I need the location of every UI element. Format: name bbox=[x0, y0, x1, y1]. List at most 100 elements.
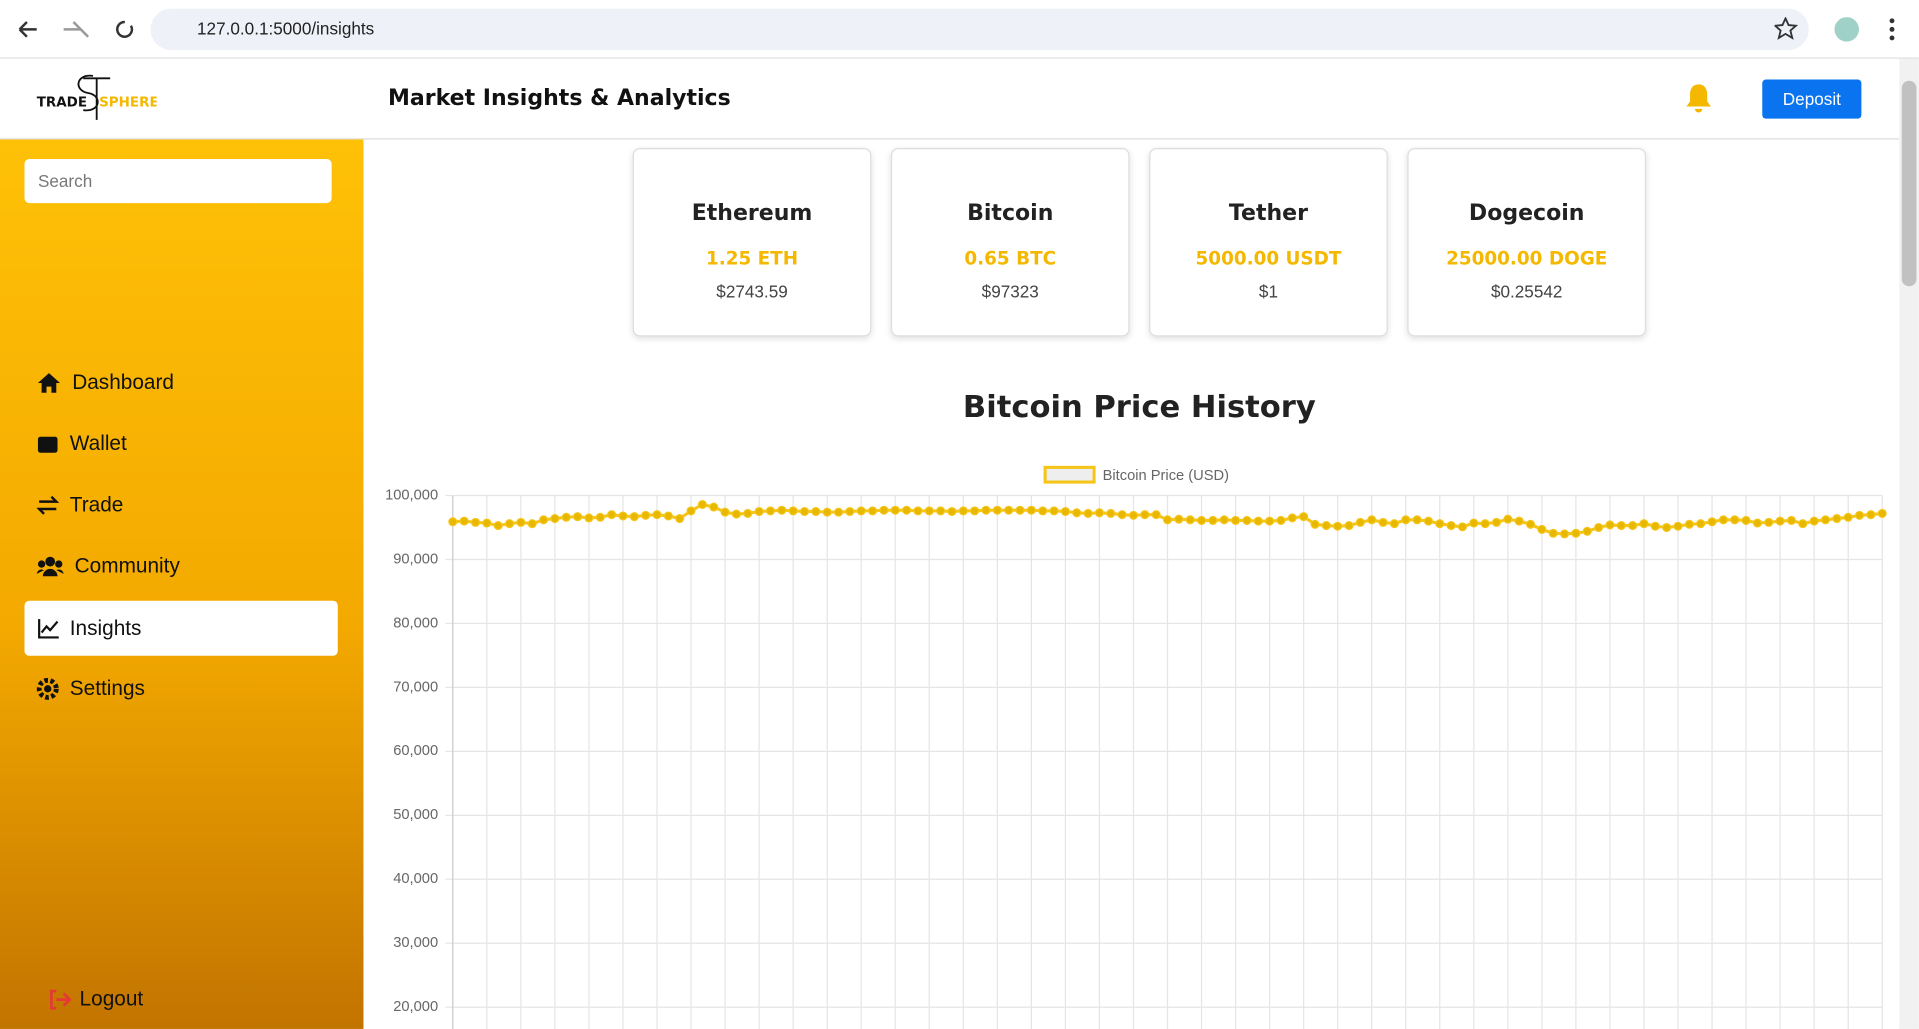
data-point bbox=[1038, 506, 1048, 516]
data-point bbox=[1696, 519, 1706, 529]
nav-item[interactable]: Trade bbox=[24, 477, 337, 532]
data-point bbox=[1730, 515, 1740, 525]
data-point bbox=[1718, 515, 1728, 525]
data-point bbox=[1650, 521, 1660, 531]
data-point bbox=[765, 506, 775, 516]
nav-item[interactable]: Dashboard bbox=[24, 355, 337, 410]
data-point bbox=[1537, 524, 1547, 534]
data-point bbox=[731, 509, 741, 519]
asset-name: Dogecoin bbox=[1468, 200, 1585, 227]
app-header: TRADE SPHERE bbox=[0, 58, 1900, 140]
asset-amount: 0.65 BTC bbox=[964, 247, 1057, 270]
nav-label: Insights bbox=[69, 616, 142, 640]
data-point bbox=[1401, 515, 1411, 525]
data-point bbox=[1514, 516, 1524, 526]
data-point bbox=[516, 517, 526, 527]
data-point bbox=[686, 506, 696, 516]
data-point bbox=[890, 505, 900, 515]
data-point bbox=[1594, 522, 1604, 533]
y-tick-label: 90,000 bbox=[393, 551, 438, 567]
data-point bbox=[1389, 519, 1399, 529]
data-point bbox=[675, 514, 685, 524]
logout-label: Logout bbox=[79, 987, 144, 1011]
address-bar[interactable] bbox=[150, 8, 1809, 51]
data-point bbox=[1662, 522, 1672, 533]
data-point bbox=[1231, 515, 1241, 525]
data-point bbox=[1049, 506, 1059, 516]
data-point bbox=[1809, 516, 1819, 526]
data-point bbox=[1605, 520, 1615, 530]
asset-price: $0.25542 bbox=[1490, 281, 1563, 301]
data-point bbox=[970, 506, 980, 516]
data-point bbox=[1015, 505, 1025, 515]
nav-item[interactable]: Wallet bbox=[24, 416, 337, 471]
data-point bbox=[992, 505, 1002, 515]
data-point bbox=[1310, 519, 1320, 529]
price-chart: Bitcoin Price History 20,000 30,000 40,000… bbox=[385, 390, 1887, 1029]
data-point bbox=[1775, 516, 1785, 526]
page-title: Market Insights & Analytics bbox=[387, 85, 731, 112]
data-point bbox=[448, 517, 458, 527]
asset-amount: 5000.00 USDT bbox=[1195, 247, 1342, 270]
data-point bbox=[1548, 528, 1558, 538]
data-point bbox=[1684, 519, 1694, 529]
data-point bbox=[743, 508, 753, 518]
data-point bbox=[652, 510, 662, 520]
nav-item-active[interactable]: Insights bbox=[24, 600, 338, 656]
data-point bbox=[1106, 508, 1116, 518]
data-point bbox=[1741, 515, 1751, 525]
data-point bbox=[1344, 521, 1354, 531]
data-point bbox=[1525, 519, 1536, 529]
data-point bbox=[1378, 517, 1388, 527]
data-point bbox=[1707, 517, 1717, 527]
data-point bbox=[1616, 521, 1626, 531]
y-tick-label: 80,000 bbox=[393, 615, 438, 631]
search-input[interactable]: Search bbox=[24, 159, 332, 204]
y-tick-label: 20,000 bbox=[393, 999, 438, 1015]
data-point bbox=[1560, 529, 1570, 539]
data-point bbox=[527, 519, 537, 529]
nav-item[interactable]: Settings bbox=[24, 661, 337, 716]
bell-icon[interactable] bbox=[1684, 82, 1713, 116]
data-point bbox=[1764, 517, 1774, 527]
data-point bbox=[539, 515, 549, 525]
data-point bbox=[493, 521, 503, 531]
data-point bbox=[573, 512, 583, 522]
y-tick-label: 60,000 bbox=[393, 743, 438, 759]
data-point bbox=[947, 506, 957, 517]
logo[interactable]: TRADE SPHERE bbox=[34, 71, 157, 126]
browser-bar: 127.0.0.1:5000/insights bbox=[0, 0, 1919, 59]
asset-card: Tether 5000.00 USDT $1 bbox=[1149, 148, 1388, 337]
data-point bbox=[1219, 515, 1229, 525]
logo-text: TRADE bbox=[37, 95, 87, 110]
y-tick-label: 30,000 bbox=[393, 935, 438, 951]
data-point bbox=[1128, 510, 1138, 520]
nav-item[interactable]: Community bbox=[24, 538, 337, 593]
data-point bbox=[1208, 515, 1218, 525]
nav-buttons[interactable] bbox=[17, 18, 139, 40]
data-point bbox=[1321, 521, 1331, 531]
y-tick-label: 100,000 bbox=[385, 487, 438, 503]
nav-label: Wallet bbox=[69, 431, 127, 456]
chart-title: Bitcoin Price History bbox=[963, 390, 1316, 425]
data-point bbox=[777, 505, 787, 515]
deposit-button[interactable]: Deposit bbox=[1762, 79, 1862, 119]
logo-text: SPHERE bbox=[99, 95, 157, 110]
asset-price: $2743.59 bbox=[716, 281, 788, 301]
data-point bbox=[1253, 516, 1263, 526]
data-point bbox=[811, 506, 821, 517]
data-point bbox=[868, 506, 878, 516]
scroll-thumb[interactable] bbox=[1901, 80, 1917, 287]
data-point bbox=[879, 505, 889, 515]
data-point bbox=[561, 512, 571, 522]
data-point bbox=[1004, 505, 1014, 515]
data-point bbox=[1333, 521, 1343, 531]
data-point bbox=[1174, 514, 1184, 524]
data-point bbox=[1877, 508, 1887, 518]
data-point bbox=[459, 516, 469, 526]
scrollbar[interactable] bbox=[1899, 58, 1919, 1029]
asset-price: $97323 bbox=[981, 281, 1039, 301]
logout[interactable]: Logout bbox=[24, 971, 337, 1026]
